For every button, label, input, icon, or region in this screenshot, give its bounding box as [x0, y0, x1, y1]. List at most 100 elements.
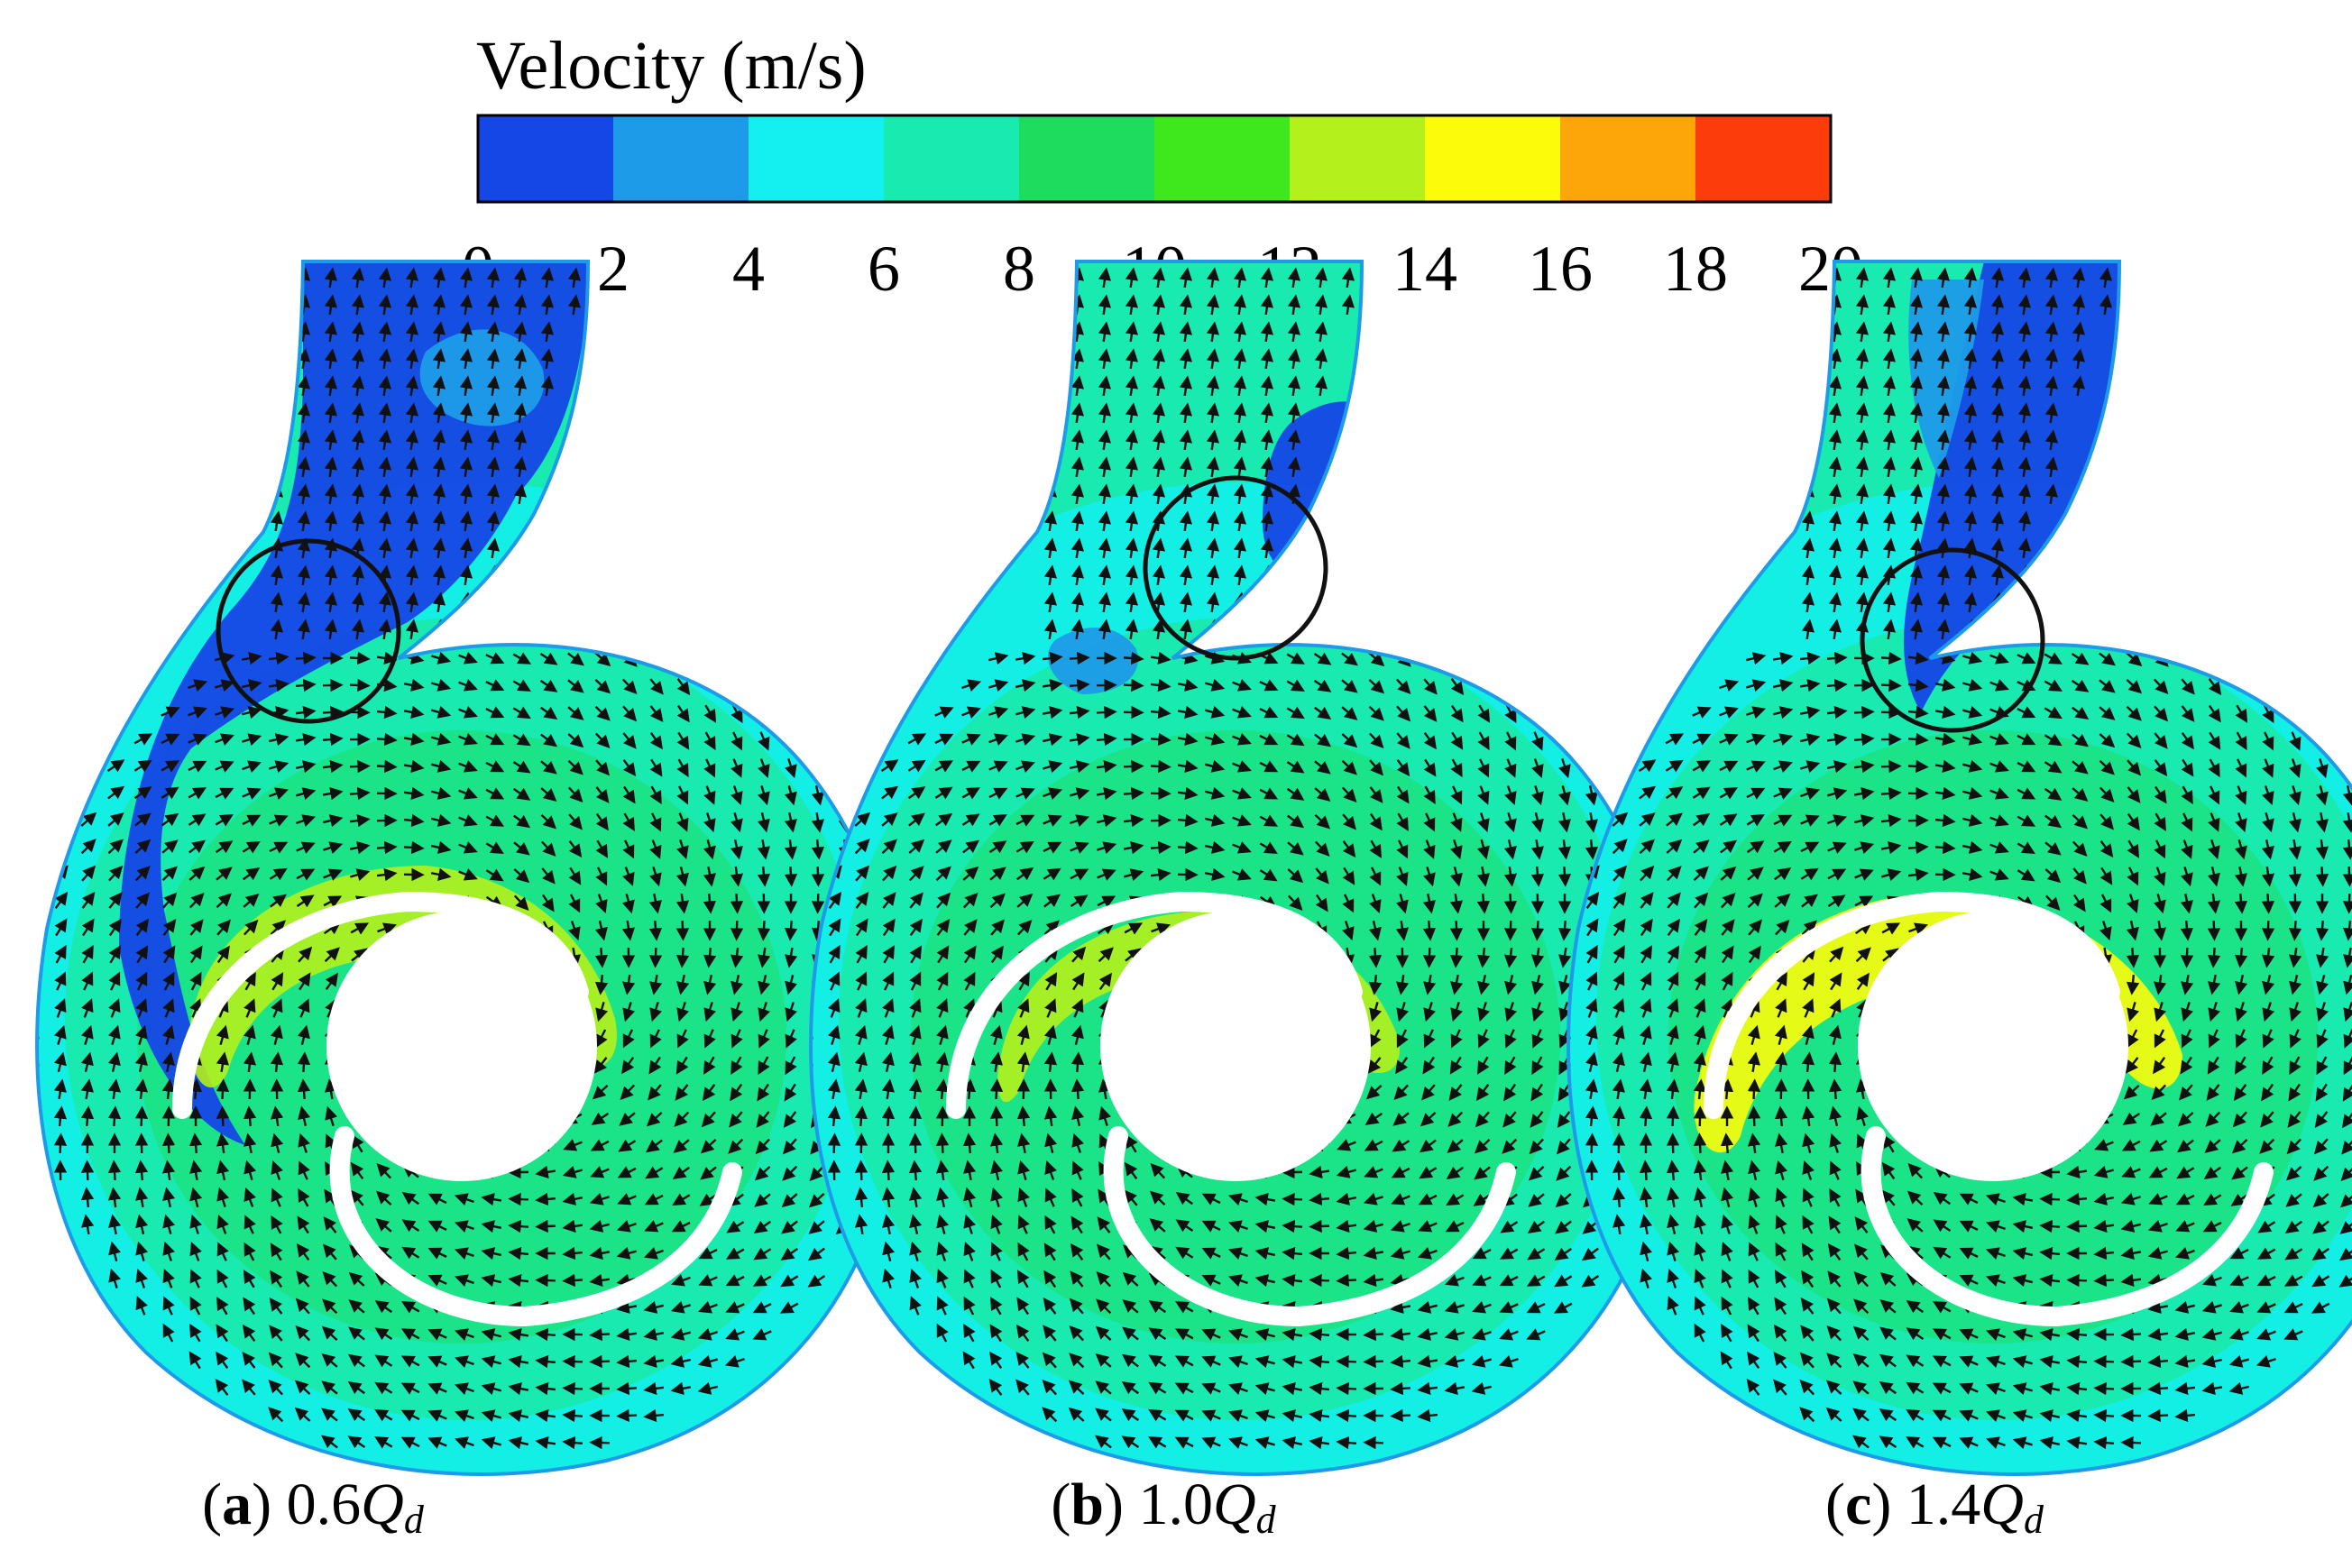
- velocity-arrow: [81, 971, 94, 991]
- velocity-arrow: [376, 732, 398, 747]
- velocity-arrow: [107, 1024, 121, 1045]
- velocity-arrow: [1336, 1435, 1357, 1450]
- velocity-arrow: [324, 947, 340, 963]
- velocity-arrow: [297, 456, 311, 478]
- velocity-arrow: [378, 321, 392, 343]
- velocity-arrow: [54, 998, 67, 1018]
- velocity-arrow: [676, 678, 691, 696]
- velocity-arrow: [243, 919, 259, 936]
- velocity-arrow: [324, 294, 338, 316]
- velocity-arrow: [1504, 677, 1517, 696]
- velocity-arrow: [1123, 759, 1144, 774]
- velocity-arrow: [567, 652, 584, 666]
- velocity-arrow: [730, 677, 743, 696]
- velocity-arrow: [270, 456, 284, 478]
- velocity-arrow: [1150, 759, 1171, 774]
- caption-a: (a) 0.6Qd: [202, 1472, 425, 1542]
- velocity-arrow: [512, 733, 531, 747]
- velocity-arrow: [1907, 732, 1929, 747]
- velocity-arrow: [296, 894, 315, 908]
- colorbar-cell: [1560, 115, 1696, 202]
- velocity-arrow: [486, 456, 501, 478]
- velocity-arrow: [568, 867, 582, 885]
- velocity-arrow: [458, 787, 478, 800]
- velocity-arrow: [1282, 1219, 1303, 1233]
- velocity-arrow: [215, 733, 234, 746]
- velocity-arrow: [962, 1078, 977, 1100]
- velocity-arrow: [2066, 1219, 2088, 1233]
- velocity-arrow: [297, 1051, 311, 1073]
- velocity-arrow: [108, 865, 124, 882]
- colorbar-cell: [478, 115, 614, 202]
- velocity-arrow: [135, 971, 148, 991]
- velocity-arrow: [703, 893, 717, 914]
- velocity-arrow: [376, 651, 398, 665]
- velocity-arrow: [322, 732, 344, 747]
- velocity-arrow: [135, 945, 149, 964]
- colorbar-tick-label: 8: [1003, 233, 1035, 305]
- velocity-arrow: [676, 1029, 689, 1049]
- velocity-arrow: [675, 839, 689, 860]
- velocity-arrow: [1260, 591, 1274, 613]
- velocity-arrow: [405, 483, 419, 505]
- velocity-arrow: [1070, 1051, 1085, 1073]
- velocity-arrow: [1177, 840, 1199, 855]
- velocity-arrow: [513, 321, 528, 343]
- colorbar-cell: [1425, 115, 1561, 202]
- velocity-arrow: [349, 841, 371, 855]
- velocity-arrow: [1880, 678, 1902, 692]
- velocity-arrow: [161, 812, 179, 827]
- velocity-arrow: [106, 759, 125, 773]
- velocity-arrow: [458, 652, 478, 665]
- velocity-arrow: [594, 705, 611, 721]
- velocity-arrow: [108, 945, 121, 964]
- velocity-arrow: [513, 375, 528, 397]
- velocity-arrow: [135, 892, 150, 909]
- velocity-arrow: [242, 760, 262, 773]
- velocity-arrow: [675, 1056, 689, 1075]
- velocity-arrow: [730, 974, 744, 995]
- caption-c: (c) 1.4Qd: [1825, 1472, 2044, 1542]
- velocity-arrow: [567, 267, 582, 289]
- velocity-arrow: [703, 947, 717, 968]
- velocity-arrow: [378, 537, 392, 559]
- velocity-arrow: [458, 733, 478, 746]
- velocity-arrow: [2181, 651, 2196, 668]
- velocity-arrow: [322, 787, 344, 801]
- velocity-arrow: [2208, 651, 2222, 668]
- velocity-arrow: [648, 947, 663, 968]
- velocity-arrow: [703, 785, 716, 805]
- velocity-arrow: [1853, 705, 1875, 720]
- velocity-arrow: [649, 758, 663, 777]
- velocity-arrow: [649, 731, 663, 750]
- velocity-arrow: [827, 1132, 841, 1154]
- caption-b: (b) 1.0Qd: [1051, 1472, 1276, 1542]
- velocity-arrow: [216, 1051, 230, 1073]
- velocity-arrow: [349, 759, 371, 774]
- velocity-arrow: [784, 758, 797, 779]
- velocity-arrow: [1747, 1105, 1761, 1127]
- velocity-arrow: [621, 893, 635, 914]
- velocity-arrow: [811, 920, 825, 941]
- velocity-arrow: [648, 893, 662, 914]
- velocity-arrow: [2342, 758, 2352, 779]
- velocity-arrow: [648, 974, 663, 995]
- velocity-arrow: [107, 1051, 121, 1073]
- velocity-arrow: [405, 267, 419, 289]
- velocity-arrow: [1880, 759, 1902, 774]
- velocity-arrow: [161, 733, 180, 746]
- velocity-arrow: [1336, 1273, 1357, 1288]
- velocity-arrow: [108, 918, 122, 937]
- velocity-arrow: [2342, 893, 2352, 914]
- velocity-arrow: [757, 812, 770, 833]
- velocity-arrow: [730, 920, 744, 941]
- velocity-arrow: [243, 972, 256, 991]
- velocity-arrow: [1123, 651, 1144, 665]
- velocity-arrow: [508, 1219, 529, 1233]
- velocity-arrow: [486, 429, 501, 451]
- velocity-arrow: [784, 947, 798, 968]
- velocity-arrow: [349, 678, 371, 692]
- velocity-arrow: [53, 838, 69, 855]
- velocity-arrow: [403, 732, 425, 746]
- velocity-arrow: [838, 784, 851, 806]
